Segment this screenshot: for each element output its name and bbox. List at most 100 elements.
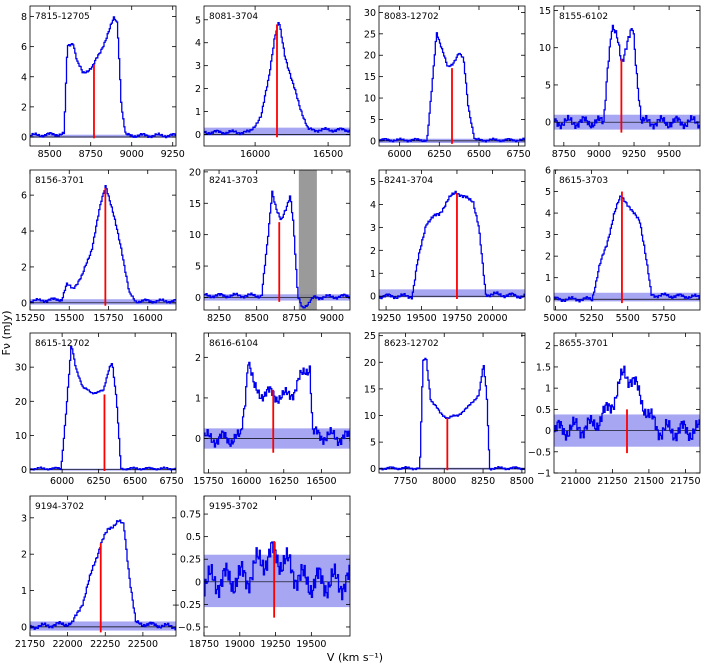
y-tick-label: 30	[364, 8, 376, 19]
panel-8083-12702: 6000 6250 6500 6750 0 5 10 15 20 25 30 8083-12702	[364, 5, 531, 160]
y-tick-label: 1	[195, 107, 201, 118]
x-tick-label: 21750	[670, 476, 700, 487]
y-tick-label: 3	[545, 230, 551, 241]
x-tick-label: 19500	[406, 313, 436, 324]
y-tick-label: 15	[364, 384, 376, 395]
noise-band	[30, 299, 176, 305]
y-tick-label: 5	[370, 438, 376, 449]
panel-plot-area	[204, 22, 350, 138]
y-tick-label: 5	[545, 187, 551, 198]
y-tick-label: 5	[370, 115, 376, 126]
x-tick-label: 21250	[597, 476, 627, 487]
y-tick-label: 30	[15, 363, 27, 374]
y-tick-label: 5	[195, 262, 201, 273]
y-tick-label: −1	[537, 469, 551, 480]
panel-8623-12702: 7750 8000 8250 8500 0 5 10 15 20 25 8623-12702	[364, 331, 534, 487]
y-tick-label: 25	[364, 29, 376, 40]
panel-title: 8615-3703	[559, 176, 608, 186]
spectrum-line	[30, 519, 176, 631]
panel-frame	[29, 5, 177, 147]
panel-8155-6102: 8750 9000 9250 9500 0 5 10 15 8155-6102	[539, 5, 701, 160]
x-tick-label: 16500	[306, 476, 336, 487]
panel-plot-area	[30, 16, 176, 139]
panel-plot-area	[554, 191, 700, 304]
noise-band	[379, 289, 525, 298]
y-tick-label: 20	[364, 51, 376, 62]
y-tick-label: 1	[370, 269, 376, 280]
x-tick-label: 6000	[50, 476, 74, 487]
spectrum-line	[554, 365, 700, 442]
y-tick-label: 1	[195, 393, 201, 404]
x-tick-label: 8500	[38, 149, 62, 160]
x-tick-label: 8750	[552, 149, 576, 160]
panel-frame	[378, 332, 526, 474]
x-tick-label: 5500	[616, 313, 640, 324]
panel-plot-area	[204, 170, 350, 310]
panel-title: 8081-3704	[209, 12, 258, 22]
y-tick-label: 10	[15, 431, 27, 442]
panel-frame	[203, 495, 351, 637]
y-tick-label: 8	[21, 12, 27, 23]
x-tick-label: 6000	[388, 149, 412, 160]
x-tick-label: 5250	[579, 313, 603, 324]
panel-frame	[29, 169, 177, 311]
panel-title: 7815-12705	[35, 12, 90, 22]
y-tick-label: 15	[189, 199, 201, 210]
y-tick-label: 4	[545, 209, 551, 220]
x-tick-label: 6500	[123, 476, 147, 487]
y-tick-label: 0	[195, 293, 201, 304]
spectrum-line	[379, 357, 525, 471]
y-tick-label: 0	[545, 426, 551, 437]
y-tick-label: 10	[364, 94, 376, 105]
y-tick-label: 10	[539, 43, 551, 54]
spectrum-line	[204, 541, 350, 601]
panel-title: 8241-3703	[209, 176, 258, 186]
y-tick-label: 2	[21, 102, 27, 113]
y-tick-label: 0	[21, 465, 27, 476]
x-tick-label: 8500	[245, 313, 269, 324]
panel-plot-area	[30, 185, 176, 306]
x-tick-label: 16000	[240, 149, 270, 160]
panel-frame	[203, 5, 351, 147]
noise-band	[554, 292, 700, 302]
x-tick-label: 21500	[634, 476, 664, 487]
y-tick-label: 0	[370, 136, 376, 147]
panel-title: 9195-3702	[209, 502, 258, 512]
panel-title: 8615-12702	[35, 339, 90, 349]
panel-frame	[553, 169, 701, 311]
x-tick-label: 6500	[467, 149, 491, 160]
y-tick-label: 1.5	[536, 362, 551, 373]
x-tick-label: 8750	[282, 313, 306, 324]
y-tick-label: 0	[21, 298, 27, 309]
y-tick-label: 0	[21, 622, 27, 633]
panel-frame	[203, 332, 351, 474]
panel-title: 8655-3701	[559, 339, 608, 349]
x-tick-label: 9250	[161, 149, 185, 160]
panel-8081-3704: 16000 16500 0 1 2 3 4 5 8081-3704	[195, 5, 351, 160]
y-tick-label: 2	[195, 84, 201, 95]
x-tick-label: 16000	[133, 313, 163, 324]
panel-title: 8155-6102	[559, 12, 608, 22]
x-tick-label: 19000	[225, 639, 255, 650]
y-tick-label: 20	[189, 167, 201, 178]
panel-frame	[553, 5, 701, 147]
panel-8655-3701: 21000 21250 21500 21750 −1 −0.5 0 0.5 1 1.5 2 8655-…	[528, 332, 701, 487]
x-tick-label: 15500	[54, 313, 84, 324]
y-tick-label: 0	[21, 132, 27, 143]
y-tick-label: 5	[195, 15, 201, 26]
x-tick-label: 6750	[160, 476, 184, 487]
spectrum-line	[204, 190, 350, 309]
x-tick-label: 22000	[53, 639, 83, 650]
panel-frame	[378, 5, 526, 147]
panel-frame	[553, 332, 701, 474]
noise-band	[30, 621, 176, 631]
panel-title: 9194-3702	[35, 502, 84, 512]
x-tick-label: 19500	[296, 639, 326, 650]
panel-title: 8241-3704	[384, 176, 433, 186]
panel-plot-area	[554, 365, 700, 454]
y-tick-label: 5	[370, 177, 376, 188]
y-tick-label: 6	[21, 191, 27, 202]
panel-9195-3702: 18750 19000 19250 19500 −0.5 −0.25 0 0.25 0.5 0.7…	[172, 495, 351, 650]
x-tick-label: 5000	[543, 313, 567, 324]
